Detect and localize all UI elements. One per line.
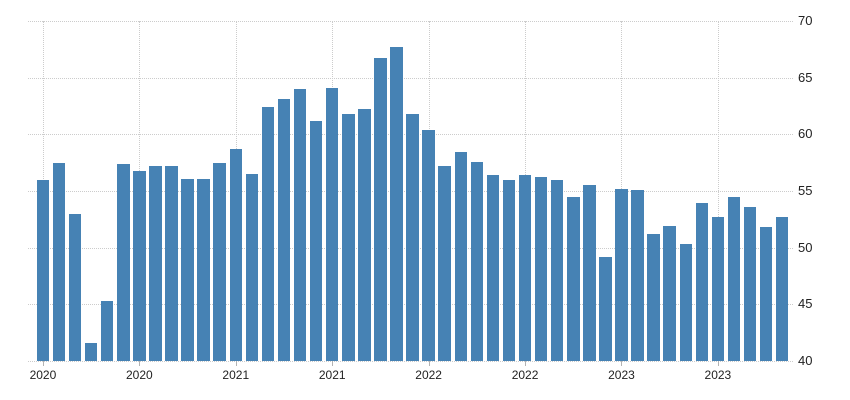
bar-2022-02 (438, 166, 451, 361)
x-axis-tick-label-2021: 2021 (222, 368, 250, 382)
bar-2021-05 (293, 89, 307, 361)
bar-2023-11 (775, 217, 789, 361)
gridline-horizontal-65 (28, 77, 793, 79)
x-axis-tick (42, 361, 44, 366)
bar-2021-08 (342, 113, 355, 361)
bar-2021-04 (277, 99, 291, 361)
gridline-horizontal-70 (28, 21, 793, 22)
y-axis-tick-label-70: 70 (798, 13, 813, 28)
x-axis-tick-label-2023: 2023 (608, 368, 635, 382)
x-axis-tick-label-2020: 2020 (126, 368, 153, 382)
x-axis-tick-label-2022: 2022 (511, 368, 539, 382)
bar-2020-05 (100, 300, 114, 361)
bar-2020-09 (165, 166, 178, 361)
bar-2022-09 (550, 179, 564, 361)
x-axis-tick-label-2020: 2020 (29, 368, 57, 382)
y-axis-tick-label-40: 40 (798, 353, 813, 368)
bar-2023-01 (615, 188, 628, 361)
bar-2022-04 (470, 161, 484, 361)
y-axis-tick-label-65: 65 (798, 69, 813, 85)
bar-2020-02 (52, 162, 66, 361)
x-axis-tick-label-2022: 2022 (415, 368, 442, 382)
bar-2020-08 (149, 166, 162, 361)
x-axis-tick (332, 361, 334, 366)
bar-2023-04 (663, 226, 676, 361)
bar-2020-01 (36, 179, 50, 361)
bar-2022-10 (567, 196, 580, 361)
bar-2020-04 (84, 342, 98, 361)
bar-2020-06 (117, 163, 130, 361)
bar-2022-01 (422, 129, 435, 361)
x-axis-tick (621, 361, 623, 366)
y-axis-tick-label-50: 50 (798, 239, 813, 255)
bar-2020-03 (68, 213, 82, 361)
bar-2020-12 (213, 162, 226, 361)
bar-2023-10 (759, 227, 773, 361)
y-axis-tick-label-55: 55 (798, 183, 813, 198)
bar-2022-05 (486, 175, 500, 361)
y-axis-tick-label-45: 45 (798, 296, 813, 312)
bar-2021-02 (245, 174, 259, 361)
bar-2022-08 (534, 177, 548, 361)
bar-2023-09 (743, 206, 757, 361)
bar-2021-10 (374, 58, 387, 361)
bar-2022-12 (599, 256, 612, 361)
bar-2023-05 (679, 244, 692, 361)
bar-2021-12 (406, 113, 419, 361)
x-axis-tick (525, 361, 527, 366)
bar-2023-06 (695, 203, 709, 361)
bar-2022-07 (518, 175, 532, 361)
bar-2022-03 (454, 152, 468, 361)
y-axis-tick-label-60: 60 (798, 126, 813, 142)
gridline-vertical (717, 21, 719, 361)
bar-2021-07 (325, 87, 339, 361)
bar-2021-03 (261, 107, 275, 361)
bar-2021-06 (309, 120, 323, 361)
bar-2023-02 (631, 189, 644, 361)
x-axis-tick-label-2023: 2023 (704, 368, 732, 382)
bar-2021-01 (229, 149, 243, 361)
bar-2021-11 (390, 47, 403, 361)
gridline-horizontal-40 (28, 361, 793, 362)
bar-2023-08 (727, 196, 741, 361)
bar-2021-09 (358, 109, 371, 361)
bar-2023-07 (711, 217, 725, 361)
x-axis-tick (428, 361, 430, 366)
x-axis-tick (717, 361, 719, 366)
bar-2020-10 (181, 178, 194, 361)
x-axis-tick (139, 361, 141, 366)
bar-2020-11 (197, 178, 210, 361)
bar-2022-11 (583, 185, 596, 361)
bar-2022-06 (502, 179, 516, 361)
bar-2023-03 (647, 234, 660, 361)
bar-2020-07 (133, 170, 146, 361)
x-axis-tick-label-2021: 2021 (318, 368, 346, 382)
x-axis-tick (235, 361, 237, 366)
